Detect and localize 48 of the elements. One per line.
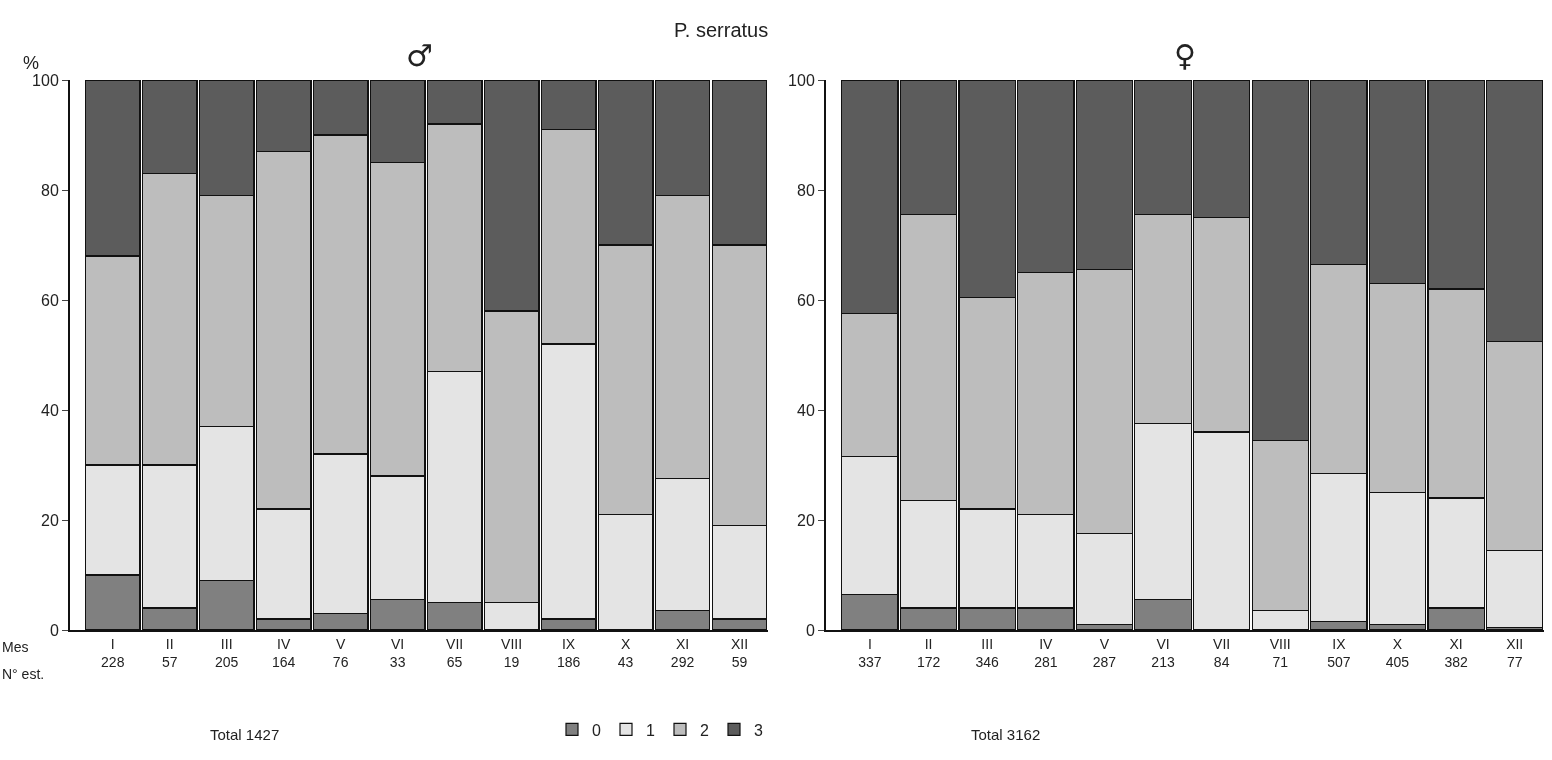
x-tick-label: IV 164 (271, 635, 296, 670)
y-tick-label: 80 (797, 181, 815, 199)
x-tick-label: IX 507 (1327, 635, 1351, 670)
y-tick-label: 20 (41, 511, 59, 529)
text: Total 3162 (971, 726, 1041, 743)
x-tick-label: V 287 (1092, 635, 1117, 670)
x-tick-label: XI 292 (670, 635, 695, 670)
x-tick-label: V 76 (332, 635, 349, 670)
x-tick-label: VII 65 (446, 635, 464, 670)
y-tick-label: 0 (49, 621, 59, 639)
x-tick-label: XII 59 (730, 635, 749, 670)
y-tick-label: 20 (797, 511, 815, 529)
y-tick-label: 40 (797, 401, 815, 419)
chart-subtitle: ♂ (406, 38, 433, 73)
y-tick-label: 80 (41, 181, 59, 199)
legend-label: 3 (754, 721, 763, 739)
legend-label: 0 (592, 721, 601, 739)
y-tick-label: 60 (797, 291, 815, 309)
x-tick-label: VI 213 (1151, 635, 1175, 670)
x-tick-label: VIII 71 (1269, 635, 1291, 670)
y-tick-label: 40 (41, 401, 59, 419)
chart-title: P. serratus (674, 18, 769, 41)
y-tick-label: 100 (32, 71, 59, 89)
x-tick-label: X 43 (617, 635, 634, 670)
x-tick-label: X 405 (1385, 635, 1410, 670)
x-tick-label: VI 33 (389, 635, 406, 670)
x-tick-label: XII 77 (1506, 635, 1524, 670)
text: Total 1427 (210, 726, 280, 743)
x-tick-label: IV 281 (1034, 635, 1058, 670)
x-tick-label: III 346 (975, 635, 1000, 670)
y-tick-label: 60 (41, 291, 59, 309)
x-tick-label: III 205 (215, 635, 239, 670)
y-tick-label: 100 (788, 71, 815, 89)
x-tick-label: I 337 (858, 635, 882, 670)
x-tick-label: I 228 (101, 635, 125, 670)
y-axis-title: % (23, 53, 40, 73)
text: Mes (2, 639, 29, 655)
x-tick-label: XI 382 (1444, 635, 1468, 670)
chart-subtitle: ♀ (1174, 38, 1196, 73)
legend-label: 1 (646, 721, 655, 739)
x-tick-label: IX 186 (556, 635, 581, 670)
x-tick-label: II 57 (161, 635, 178, 670)
legend-label: 2 (700, 721, 709, 739)
y-tick-label: 0 (805, 621, 815, 639)
x-tick-label: VII 84 (1213, 635, 1231, 670)
x-tick-label: II 172 (916, 635, 941, 670)
text: N° est. (2, 666, 45, 682)
x-tick-label: VIII 19 (501, 635, 523, 670)
